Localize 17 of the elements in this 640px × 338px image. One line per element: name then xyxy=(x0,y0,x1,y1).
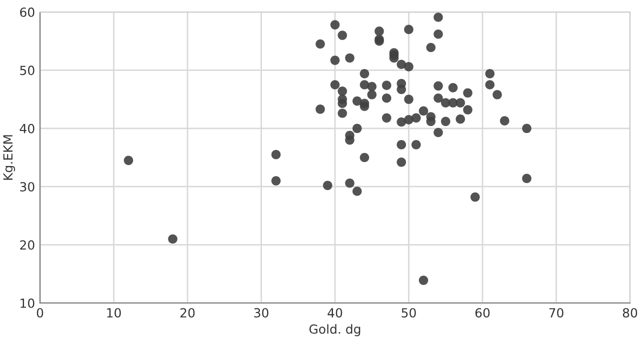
y-axis-title: Kg.EKM xyxy=(3,135,16,180)
y-tick-label: 40 xyxy=(20,124,34,134)
x-tick-label: 10 xyxy=(107,308,121,318)
y-tick-label: 60 xyxy=(20,7,34,17)
x-tick-label: 0 xyxy=(36,308,44,318)
y-tick-label: 20 xyxy=(20,240,34,250)
x-tick-label: 20 xyxy=(180,308,195,318)
x-tick-label: 60 xyxy=(475,308,490,318)
x-tick-label: 40 xyxy=(328,308,342,318)
x-tick-label: 80 xyxy=(622,308,638,318)
y-tick-label: 50 xyxy=(20,66,34,76)
x-tick-label: 30 xyxy=(254,308,268,318)
x-axis-title: Gold. dg xyxy=(309,324,360,336)
y-tick-label: 10 xyxy=(20,298,34,308)
x-tick-label: 70 xyxy=(549,308,564,318)
y-tick-label: 30 xyxy=(20,182,34,192)
x-tick-label: 50 xyxy=(402,308,416,318)
